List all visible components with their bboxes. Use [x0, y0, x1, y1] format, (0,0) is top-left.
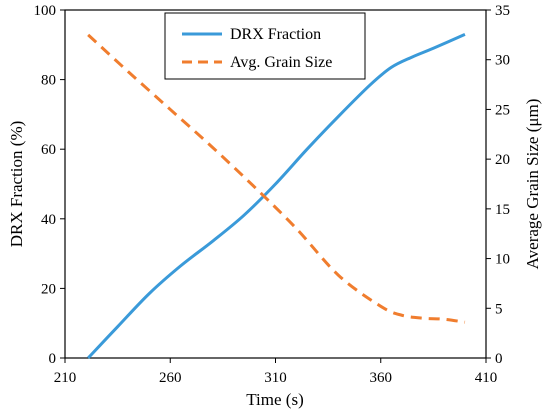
y-left-tick-label: 100	[34, 3, 57, 19]
y-left-tick-label: 20	[41, 281, 56, 297]
y-right-tick-label: 5	[495, 301, 503, 317]
y-left-tick-label: 40	[41, 212, 56, 228]
y-left-tick-label: 80	[41, 73, 56, 89]
series-layer	[87, 32, 466, 360]
y-axis-left-title: DRX Fraction (%)	[7, 121, 26, 248]
x-tick-label: 210	[54, 370, 77, 386]
legend-label-avg-grain-size: Avg. Grain Size	[230, 54, 332, 71]
y-left-tick-label: 60	[41, 142, 56, 158]
x-tick-label: 410	[475, 370, 498, 386]
x-tick-label: 360	[370, 370, 393, 386]
y-right-tick-label: 10	[495, 252, 510, 268]
legend: DRX Fraction Avg. Grain Size	[164, 12, 366, 80]
y-right-tick-label: 20	[495, 152, 510, 168]
y-right-tick-label: 25	[495, 102, 510, 118]
y-right-tick-label: 35	[495, 3, 510, 19]
x-axis-title: Time (s)	[246, 390, 303, 409]
legend-box	[164, 12, 366, 80]
ticks-layer: 210 260 310 360 410 0 20 40 60 80 100 0 5 10 15 20 25 30 3…	[34, 3, 511, 386]
legend-label-drx-fraction: DRX Fraction	[230, 26, 321, 43]
x-tick-label: 260	[159, 370, 182, 386]
series-line-avg-grain-size	[87, 33, 466, 324]
y-right-tick-label: 15	[495, 202, 510, 218]
y-axis-right-title: Average Grain Size (μm)	[523, 99, 542, 270]
y-left-tick-label: 0	[49, 351, 57, 367]
series-line-drx-fraction	[87, 32, 466, 360]
y-right-tick-label: 30	[495, 53, 510, 69]
x-tick-label: 310	[264, 370, 287, 386]
y-right-tick-label: 0	[495, 351, 503, 367]
